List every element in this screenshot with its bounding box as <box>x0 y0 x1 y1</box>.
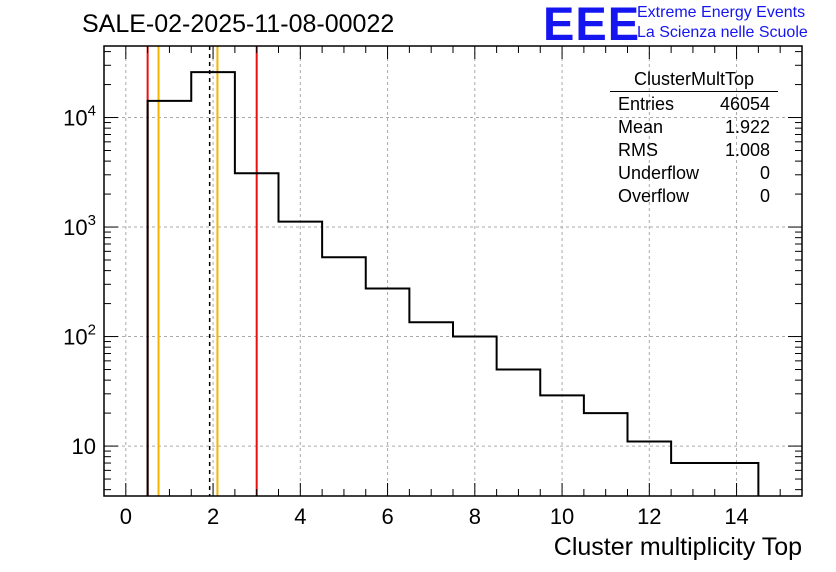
x-tick-label: 0 <box>120 504 132 529</box>
stats-label: Overflow <box>618 186 690 206</box>
logo-line-2: La Scienza nelle Scuole <box>637 24 808 41</box>
y-tick-label: 103 <box>63 212 96 240</box>
stats-value: 46054 <box>719 94 770 114</box>
x-tick-label: 8 <box>469 504 481 529</box>
stats-box: ClusterMultTop Entries 46054 Mean 1.922 RM… <box>610 69 778 208</box>
stats-label: Entries <box>618 94 675 114</box>
x-tick-label: 12 <box>637 504 661 529</box>
marker-lines <box>146 46 258 496</box>
stats-value: 1.922 <box>724 117 770 137</box>
x-tick-label: 14 <box>724 504 748 529</box>
y-tick-label: 10 <box>72 434 96 459</box>
logo-line-1: Extreme Energy Events <box>637 4 806 21</box>
stats-label: RMS <box>618 140 658 160</box>
x-axis: 0 2 4 6 8 10 12 14 <box>103 46 803 529</box>
y-tick-base: 10 <box>63 106 87 131</box>
grid-lines <box>104 46 802 496</box>
eee-logo: EEE <box>543 0 641 50</box>
x-axis-title: Cluster multiplicity Top <box>553 533 802 561</box>
stats-value: 0 <box>759 163 770 183</box>
stats-title: ClusterMultTop <box>610 69 778 92</box>
histogram-series <box>146 71 760 496</box>
stats-value: 1.008 <box>724 140 770 160</box>
stats-row: Overflow 0 <box>610 185 778 208</box>
stats-row: Entries 46054 <box>610 93 778 116</box>
x-tick-label: 2 <box>207 504 219 529</box>
x-tick-label: 4 <box>294 504 306 529</box>
stats-label: Underflow <box>618 163 700 183</box>
stats-row: Underflow 0 <box>610 162 778 185</box>
stats-row: Mean 1.922 <box>610 116 778 139</box>
stats-value: 0 <box>759 186 770 206</box>
y-tick-exponent: 3 <box>88 212 96 229</box>
x-tick-label: 6 <box>381 504 393 529</box>
chart-title: SALE-02-2025-11-08-00022 <box>82 10 395 38</box>
y-tick-base: 10 <box>63 215 87 240</box>
stats-label: Mean <box>618 117 664 137</box>
y-tick-exponent: 2 <box>88 322 96 339</box>
y-tick-exponent: 4 <box>88 103 96 120</box>
y-tick-base: 10 <box>72 434 96 459</box>
y-tick-label: 102 <box>63 322 96 350</box>
x-tick-label: 10 <box>550 504 574 529</box>
y-tick-label: 104 <box>63 103 96 131</box>
stats-row: RMS 1.008 <box>610 139 778 162</box>
y-tick-base: 10 <box>63 325 87 350</box>
logo-caption: Extreme Energy Events La Scienza nelle S… <box>637 3 808 43</box>
